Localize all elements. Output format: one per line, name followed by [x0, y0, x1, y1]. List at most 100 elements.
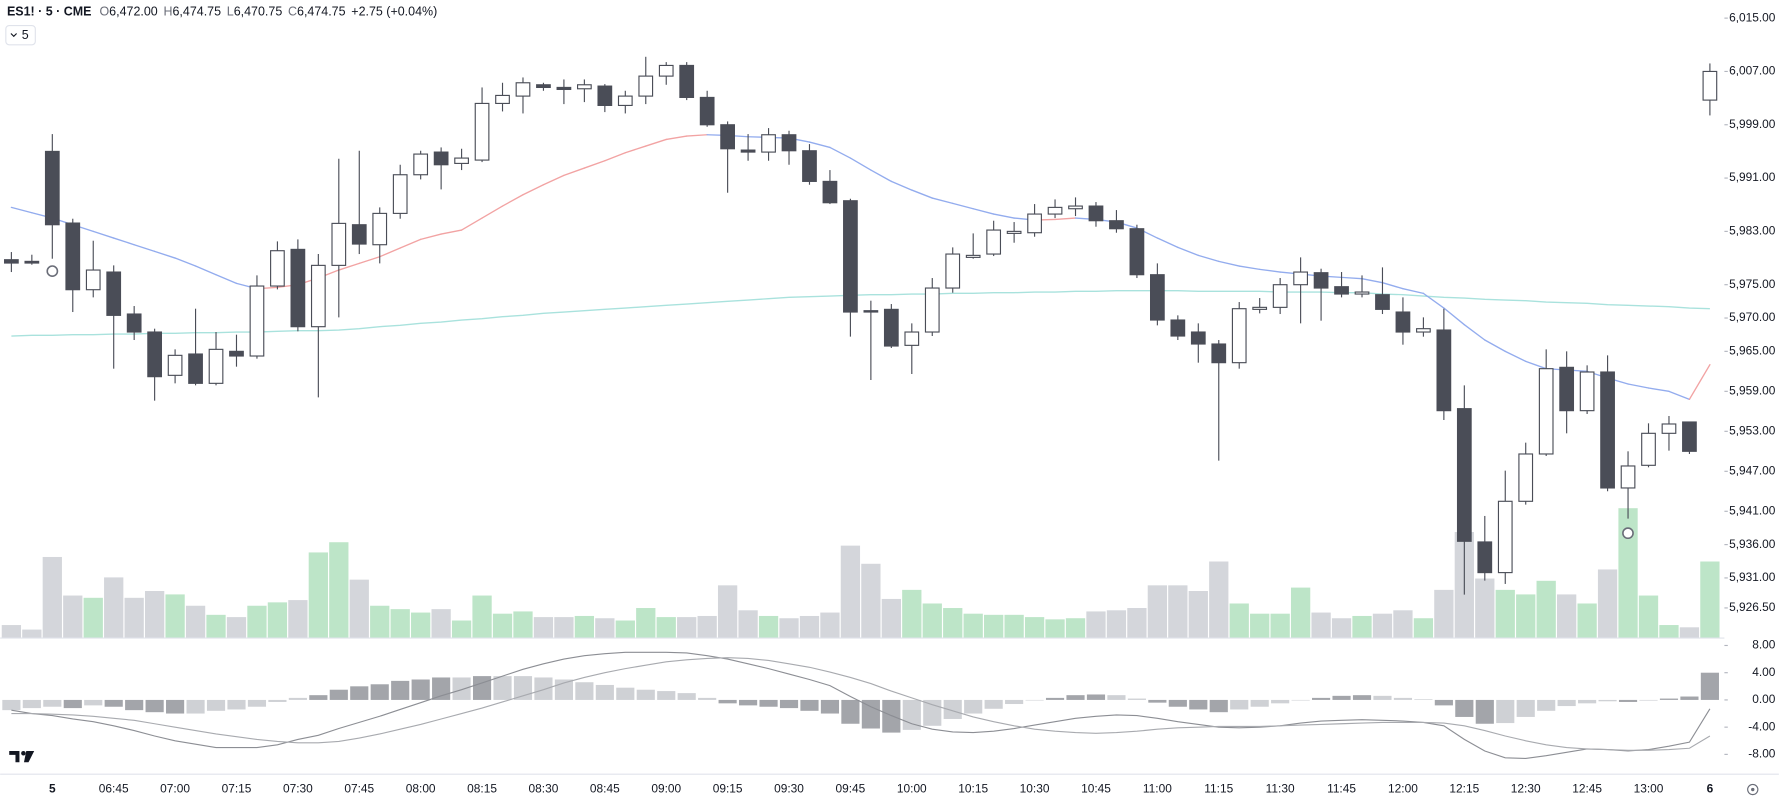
volume-bar: [1209, 561, 1229, 638]
candle-body: [1702, 70, 1718, 101]
candle-body: [863, 310, 879, 313]
histogram-bar: [370, 684, 389, 700]
symbol: ES1! · 5 · CME: [7, 5, 92, 19]
histogram-bar: [329, 689, 348, 700]
fast-ma-segment: [174, 257, 197, 267]
y-tick-label: 5,999.00: [1729, 117, 1776, 131]
fast-ma-segment: [1259, 268, 1281, 273]
histogram-bar: [1516, 699, 1535, 717]
histogram-bar: [227, 699, 246, 710]
fast-ma-segment: [1627, 383, 1650, 389]
histogram-bar: [186, 699, 205, 714]
candle-body: [413, 153, 429, 176]
y-tick-label: 6,007.00: [1729, 64, 1776, 78]
histogram-bar: [206, 699, 226, 711]
fast-ma-segment: [1504, 350, 1527, 363]
volume-bar: [1331, 618, 1352, 638]
x-tick-label: 07:00: [160, 782, 190, 796]
candle-body: [945, 253, 961, 289]
y-tick-label: 6,015.00: [1729, 10, 1776, 24]
volume-bar: [185, 605, 206, 638]
histogram-bar: [125, 699, 144, 711]
volume-bar: [431, 609, 451, 638]
volume-bar: [390, 609, 410, 638]
volume-bar: [165, 594, 185, 638]
candle-body: [1088, 205, 1104, 222]
fast-ma-segment: [1381, 282, 1404, 290]
fast-ma-segment: [1688, 363, 1711, 401]
volume-bar: [1168, 585, 1188, 638]
volume-bar: [595, 618, 615, 638]
settings-icon[interactable]: [1747, 783, 1759, 796]
fast-ma-segment: [1484, 339, 1506, 353]
candle-body: [1231, 308, 1247, 364]
y-tick-label: -4.00: [1748, 719, 1776, 733]
volume-bar: [636, 608, 656, 638]
candle-body: [126, 313, 142, 333]
event-marker[interactable]: [1622, 527, 1634, 540]
volume-bar: [247, 605, 267, 638]
event-marker[interactable]: [46, 265, 59, 278]
candle-body: [1129, 228, 1145, 276]
candle-body: [1600, 371, 1615, 489]
histogram-bar: [391, 680, 410, 700]
volume-bar: [861, 563, 881, 638]
fast-ma-segment: [849, 157, 872, 171]
candle-body: [1682, 421, 1697, 452]
x-tick-label: 6: [1707, 782, 1714, 796]
volume-bar: [963, 613, 983, 638]
candle-body: [965, 254, 981, 258]
candle-body: [515, 82, 531, 97]
volume-bar: [1577, 603, 1597, 638]
ohlc-value: 6,474.75: [297, 5, 346, 19]
histogram-bar: [800, 699, 819, 711]
ohlc-label: H: [163, 5, 172, 19]
volume-bar: [1, 625, 22, 638]
fast-ma-segment: [1197, 254, 1220, 263]
fast-ma-segment: [358, 256, 381, 265]
candle-body: [1109, 220, 1124, 230]
histogram-bar: [1639, 699, 1658, 701]
candle-body: [740, 149, 756, 153]
fast-ma-segment: [952, 202, 974, 210]
x-tick-label: 09:15: [713, 782, 743, 796]
x-tick-label: 12:30: [1511, 782, 1541, 796]
fast-ma-segment: [215, 274, 238, 285]
x-tick-label: 08:30: [529, 782, 559, 796]
histogram-bar: [882, 699, 901, 733]
histogram-bar: [861, 699, 880, 729]
volume-bar: [83, 597, 103, 638]
volume-bar: [124, 597, 144, 638]
volume-bar: [226, 617, 247, 638]
button-label[interactable]: 5: [22, 28, 29, 42]
fast-ma-segment: [92, 230, 115, 239]
interval-button[interactable]: 5: [5, 24, 36, 46]
histogram-bar: [636, 689, 655, 700]
volume-layer: [1, 508, 1720, 638]
button-frame[interactable]: [5, 24, 36, 46]
fast-ma-segment: [10, 206, 33, 214]
volume-bar: [370, 605, 390, 638]
histogram-bar: [350, 686, 369, 700]
fast-ma-segment: [1647, 387, 1670, 393]
histogram-bar: [1659, 698, 1679, 700]
y-tick-label: 5,991.00: [1729, 170, 1776, 184]
gear[interactable]: [1747, 783, 1759, 796]
volume-bar: [1127, 608, 1147, 638]
candles-layer: [4, 56, 1718, 595]
histogram-bar: [1332, 695, 1351, 700]
ohlc-label: O: [99, 5, 109, 19]
y-tick-label: 0.00: [1752, 692, 1776, 706]
histogram-bar: [247, 699, 267, 707]
fast-ma-segment: [113, 237, 135, 246]
fast-ma-segment: [1218, 260, 1240, 267]
x-tick-label: 09:30: [774, 782, 804, 796]
candle-body: [1579, 371, 1595, 412]
ohlc-label: C: [288, 5, 297, 19]
volume-bar: [1475, 578, 1495, 638]
volume-bar: [22, 629, 42, 638]
histogram-bar: [923, 699, 942, 726]
volume-bar: [206, 614, 226, 638]
candle-body: [495, 94, 510, 104]
